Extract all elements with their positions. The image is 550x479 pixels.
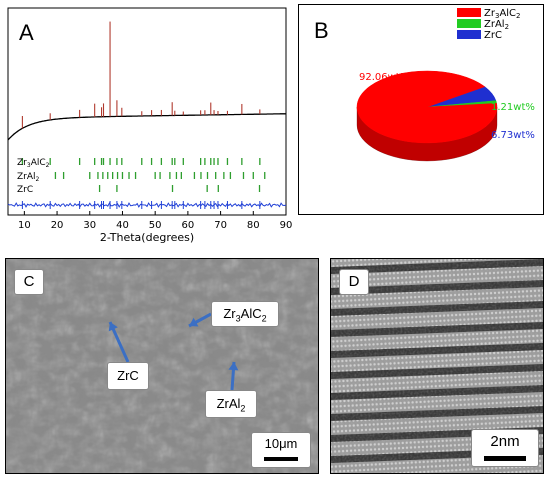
legend-swatch	[457, 8, 481, 17]
panel-b-label: B	[314, 18, 329, 43]
scale-bar-box-d: 2nm	[471, 429, 539, 467]
x-tick-label: 10	[18, 220, 31, 231]
x-tick-label: 40	[116, 220, 129, 231]
pie-value-label: 92.06wt%	[359, 72, 409, 83]
scale-bar-box: 10μm	[251, 432, 311, 468]
panel-b: B 92.06wt% 1.21wt% 6.73wt% Zr3AlC2 ZrAl2 ZrC	[298, 4, 544, 215]
phase-legend-label: Zr3AlC2	[17, 158, 50, 169]
measured-profile	[7, 113, 286, 141]
legend-label: ZrC	[484, 30, 502, 41]
label-zral2: ZrAl2	[205, 390, 257, 418]
legend-swatch	[457, 19, 481, 28]
scale-bar-d	[484, 456, 526, 461]
pie-value-label: 1.21wt%	[491, 102, 535, 113]
x-tick-label: 80	[247, 220, 260, 231]
phase-legend-label: ZrAl2	[17, 172, 40, 183]
x-tick-label: 90	[280, 220, 293, 231]
label-zr3alc2: Zr3AlC2	[211, 301, 279, 327]
legend-swatch	[457, 30, 481, 39]
x-axis-label: 2-Theta(degrees)	[100, 231, 194, 244]
phase-legend-label: ZrC	[17, 185, 33, 195]
x-tick-label: 30	[83, 220, 96, 231]
sem-micrograph	[6, 259, 318, 473]
panel-c: C Zr3AlC2 ZrC ZrAl2 10μm	[5, 258, 319, 474]
scale-bar	[264, 457, 298, 461]
scale-bar-label: 10μm	[264, 436, 298, 451]
xrd-chart: A 10 20 30 40 50 60 70 80 90 Zr3AlC2 ZrAl2 ZrC 2-T…	[7, 7, 293, 244]
arrow-head	[228, 362, 239, 371]
plot-frame	[7, 7, 287, 216]
arrow-head	[189, 317, 199, 327]
difference-curve	[7, 202, 287, 208]
panel-d: D 2nm	[330, 258, 544, 474]
panel-d-label: D	[339, 269, 369, 295]
pie-value-label: 6.73wt%	[491, 130, 535, 141]
x-tick-label: 20	[51, 220, 64, 231]
pie-slice-Zr3AlC2	[356, 70, 498, 144]
panel-a-label: A	[19, 20, 34, 45]
panel-c-label: C	[14, 269, 44, 295]
x-tick-label: 50	[149, 220, 162, 231]
label-zrc: ZrC	[107, 362, 149, 390]
legend-label: Zr3AlC2	[484, 8, 521, 20]
scale-bar-label-d: 2nm	[490, 433, 520, 450]
arrow-head	[108, 322, 118, 332]
x-tick-label: 70	[214, 220, 227, 231]
legend-label: ZrAl2	[484, 19, 509, 31]
panel-a: A 10 20 30 40 50 60 70 80 90 Zr3AlC2 ZrAl2 ZrC 2-T…	[0, 0, 295, 245]
x-tick-label: 60	[182, 220, 195, 231]
